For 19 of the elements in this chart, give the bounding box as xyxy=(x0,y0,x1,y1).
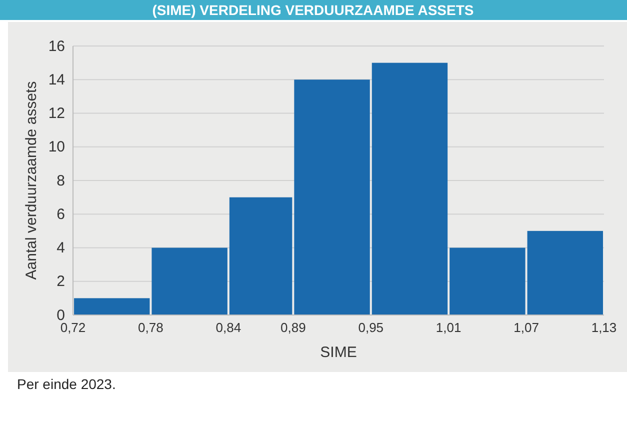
x-tick-label: 1,07 xyxy=(514,320,539,336)
text: Per einde 2023. xyxy=(17,376,116,392)
chart-title: (SIME) VERDELING VERDUURZAAMDE ASSETS xyxy=(152,2,474,18)
y-tick-label: 2 xyxy=(56,273,65,290)
y-axis-title: Aantal verduurzaamde assets xyxy=(23,81,40,280)
x-tick-label: 0,84 xyxy=(216,320,242,336)
x-tick-label: 0,89 xyxy=(280,320,306,336)
y-tick-label: 14 xyxy=(48,71,65,88)
x-tick-label: 0,78 xyxy=(138,320,164,336)
y-tick-label: 6 xyxy=(56,206,65,223)
y-tick-label: 12 xyxy=(48,105,65,122)
x-tick-label: 0,95 xyxy=(358,320,384,336)
x-axis-title: SIME xyxy=(320,344,357,361)
x-tick-label: 1,13 xyxy=(591,320,617,336)
x-tick-label: 1,01 xyxy=(436,320,462,336)
y-tick-label: 4 xyxy=(56,240,65,257)
y-tick-label: 10 xyxy=(48,138,65,156)
y-tick-label: 8 xyxy=(56,172,65,190)
y-tick-label: 16 xyxy=(48,38,65,55)
